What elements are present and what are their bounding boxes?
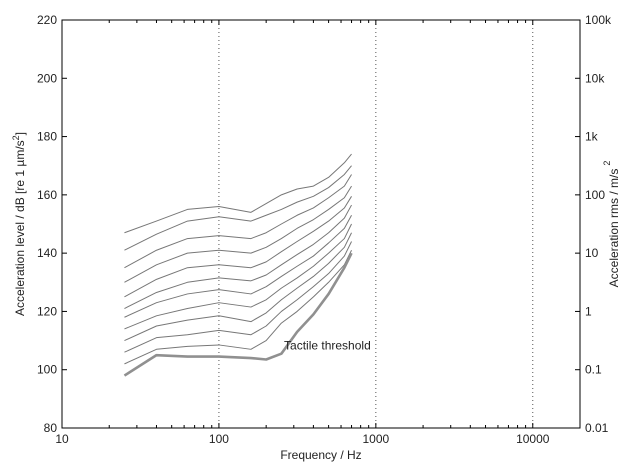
- right-tick-label-0.01: 0.01: [585, 421, 609, 435]
- x-tick-label-100: 100: [209, 432, 229, 446]
- tactile-threshold-line: [123, 252, 353, 377]
- right-tick-label-100k: 100k: [585, 13, 612, 27]
- series-layer: [123, 153, 353, 377]
- y-tick-label-180: 180: [37, 130, 57, 144]
- plot-frame: [61, 19, 581, 429]
- annotation-tactile-threshold: Tactile threshold: [284, 338, 371, 352]
- series-line-2: [124, 165, 352, 251]
- series-line-3: [124, 174, 352, 269]
- left-axis-title: Acceleration level / dB [re 1 µm/s2]: [11, 132, 27, 316]
- y-tick-label-200: 200: [37, 71, 57, 85]
- y-tick-label-80: 80: [44, 421, 58, 435]
- y-tick-label-220: 220: [37, 13, 57, 27]
- x-tick-label-10000: 10000: [516, 432, 550, 446]
- right-tick-label-1: 1: [585, 304, 592, 318]
- series-line-7: [124, 215, 352, 318]
- y-tick-label-120: 120: [37, 304, 57, 318]
- right-axis-title-sup: 2: [602, 161, 612, 166]
- series-line-11: [124, 250, 352, 365]
- grid-layer: [218, 20, 534, 428]
- series-line-10: [124, 241, 352, 353]
- x-tick-label-1000: 1000: [362, 432, 389, 446]
- left-axis-title-main: Acceleration level / dB [re 1 µm/s: [13, 140, 27, 316]
- series-line-8: [124, 223, 352, 330]
- right-tick-label-1k: 1k: [585, 130, 599, 144]
- series-line-5: [124, 196, 352, 298]
- x-tick-label-10: 10: [55, 432, 69, 446]
- right-tick-label-10: 10: [585, 246, 599, 260]
- y-tick-label-100: 100: [37, 363, 57, 377]
- series-line-1: [124, 153, 352, 234]
- y-tick-label-140: 140: [37, 246, 57, 260]
- series-line-4: [124, 185, 352, 283]
- right-tick-label-10k: 10k: [585, 71, 605, 85]
- right-tick-label-0.1: 0.1: [585, 363, 602, 377]
- series-line-9: [124, 232, 352, 342]
- left-axis-title-sup: 2: [11, 135, 21, 140]
- x-axis-title: Frequency / Hz: [280, 448, 361, 462]
- right-axis-title: Acceleration rms / m/s 2: [602, 161, 621, 288]
- right-tick-label-100: 100: [585, 188, 605, 202]
- series-line-6: [124, 204, 352, 309]
- ticks-layer: 10 100 1000 10000 80 100 120 140 160 180 200 220 0.0…: [37, 13, 612, 446]
- annotation-layer: Tactile threshold: [284, 338, 371, 352]
- left-axis-title-tail: ]: [13, 132, 27, 135]
- y-tick-label-160: 160: [37, 188, 57, 202]
- right-axis-title-main: Acceleration rms / m/s: [607, 169, 621, 288]
